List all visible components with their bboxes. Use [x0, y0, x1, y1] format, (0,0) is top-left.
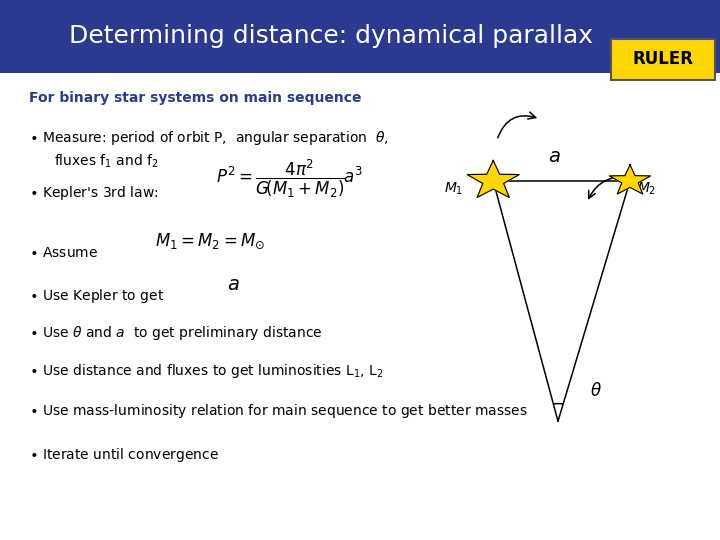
- Text: $\bullet$ Use mass-luminosity relation for main sequence to get better masses: $\bullet$ Use mass-luminosity relation f…: [29, 402, 528, 420]
- Text: $\bullet$ Use $\theta$ and $a$  to get preliminary distance: $\bullet$ Use $\theta$ and $a$ to get pr…: [29, 324, 323, 342]
- Text: $a$: $a$: [227, 274, 240, 294]
- Text: $a$: $a$: [548, 147, 561, 166]
- FancyArrowPatch shape: [498, 112, 536, 138]
- Text: $P^2 = \dfrac{4\pi^2}{G\!\left(M_1+M_2\right)}\!a^3$: $P^2 = \dfrac{4\pi^2}{G\!\left(M_1+M_2\r…: [216, 158, 362, 200]
- Polygon shape: [467, 160, 519, 198]
- Text: $\bullet$ Iterate until convergence: $\bullet$ Iterate until convergence: [29, 446, 219, 463]
- Text: $\bullet$ Kepler's 3rd law:: $\bullet$ Kepler's 3rd law:: [29, 184, 158, 201]
- Text: $\bullet$ Use distance and fluxes to get luminosities L$_1$, L$_2$: $\bullet$ Use distance and fluxes to get…: [29, 362, 384, 380]
- FancyArrowPatch shape: [589, 177, 631, 199]
- Text: $M_2$: $M_2$: [637, 181, 657, 197]
- Text: For binary star systems on main sequence: For binary star systems on main sequence: [29, 91, 361, 105]
- FancyBboxPatch shape: [611, 39, 715, 80]
- Text: $M_1$: $M_1$: [444, 181, 463, 197]
- Polygon shape: [609, 165, 651, 194]
- FancyBboxPatch shape: [0, 0, 720, 73]
- Text: $\bullet$ Use Kepler to get: $\bullet$ Use Kepler to get: [29, 287, 164, 305]
- Text: Determining distance: dynamical parallax: Determining distance: dynamical parallax: [69, 24, 593, 49]
- Text: fluxes f$_1$ and f$_2$: fluxes f$_1$ and f$_2$: [54, 152, 158, 170]
- Text: $\theta$: $\theta$: [590, 382, 602, 401]
- Text: $\bullet$ Measure: period of orbit P,  angular separation  $\theta$,: $\bullet$ Measure: period of orbit P, an…: [29, 129, 389, 146]
- Text: RULER: RULER: [633, 50, 693, 69]
- Text: $\bullet$ Assume: $\bullet$ Assume: [29, 246, 98, 260]
- Text: $M_1 = M_2 = M_{\odot}$: $M_1 = M_2 = M_{\odot}$: [155, 232, 265, 251]
